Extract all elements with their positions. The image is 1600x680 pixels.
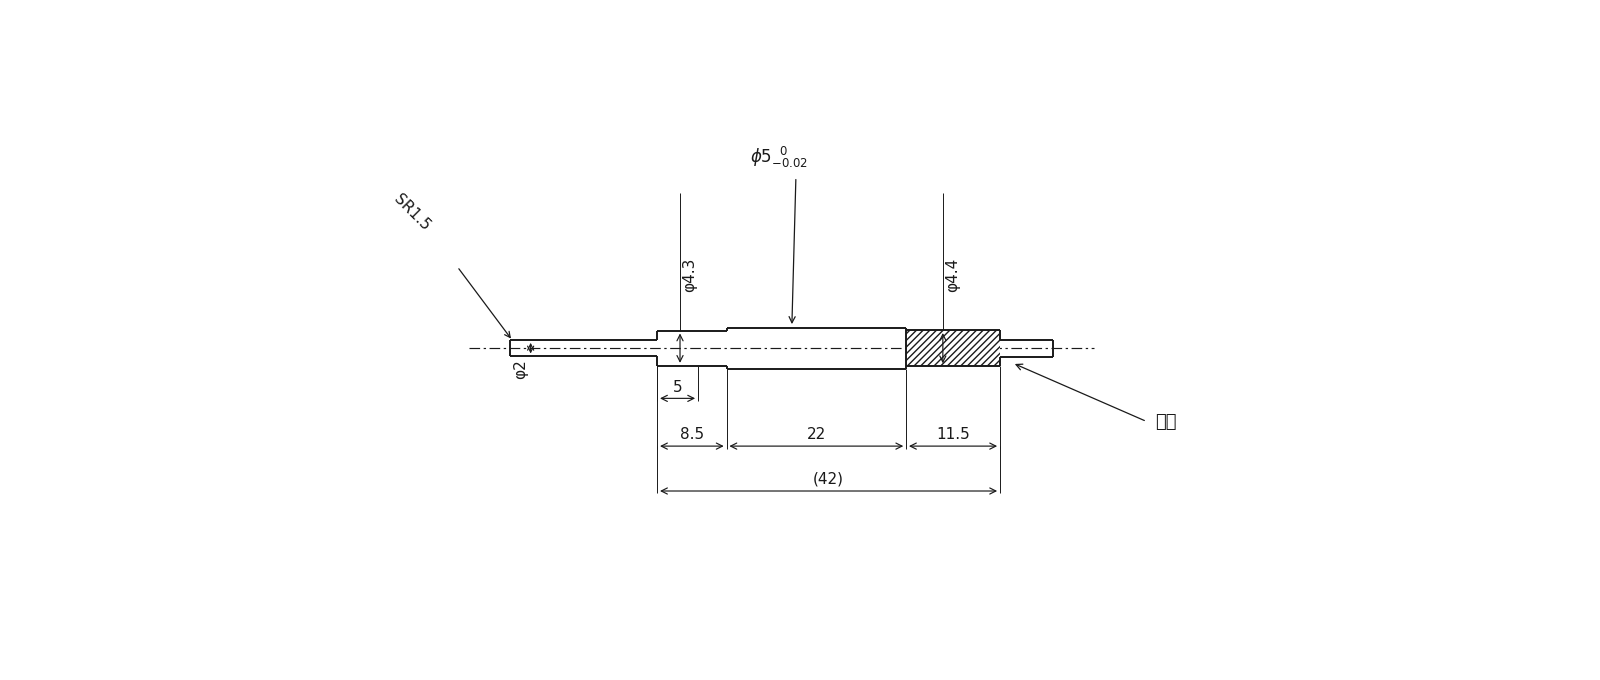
- Text: (42): (42): [813, 472, 845, 487]
- Text: $\phi$5$^{\ \ 0}_{-0.02}$: $\phi$5$^{\ \ 0}_{-0.02}$: [750, 145, 808, 170]
- Text: 5: 5: [672, 380, 682, 395]
- Text: φ4.4: φ4.4: [946, 258, 960, 292]
- Text: φ4.3: φ4.3: [683, 258, 698, 292]
- Text: SR1.5: SR1.5: [392, 192, 434, 234]
- Text: 樹脂: 樹脂: [1155, 413, 1176, 430]
- Bar: [906, 330, 1000, 366]
- Text: φ2: φ2: [514, 359, 528, 379]
- Text: 22: 22: [806, 427, 826, 442]
- Text: 8.5: 8.5: [680, 427, 704, 442]
- Text: 11.5: 11.5: [936, 427, 970, 442]
